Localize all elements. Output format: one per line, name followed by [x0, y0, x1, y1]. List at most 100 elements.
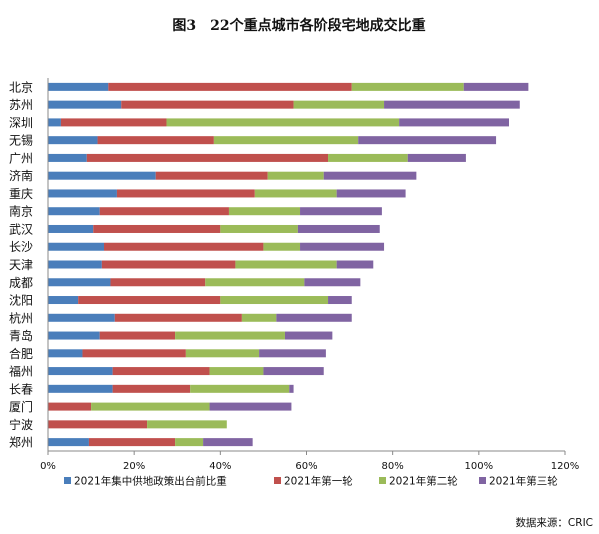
bar-segment-1-8: [48, 207, 100, 216]
bar-segment-4-17: [263, 367, 324, 376]
bar-segment-1-14: [48, 313, 115, 322]
bar-segment-3-5: [328, 153, 408, 162]
bar-segment-2-17: [112, 367, 210, 376]
category-label: 郑州: [9, 435, 33, 450]
bar-segment-2-16: [82, 349, 186, 358]
bar-segment-3-16: [185, 349, 260, 358]
bar-segment-1-15: [48, 331, 100, 340]
bar-segment-4-1: [463, 82, 529, 91]
bar-segment-1-10: [48, 242, 105, 251]
bar-segment-4-13: [328, 296, 352, 305]
legend-swatch: [274, 477, 281, 484]
bar-segment-1-12: [48, 278, 111, 287]
bar-segment-2-14: [114, 313, 242, 322]
category-label: 合肥: [9, 346, 33, 361]
bar-segment-2-1: [108, 82, 352, 91]
bar-segment-1-11: [48, 260, 102, 269]
bar-segment-3-4: [213, 136, 359, 145]
category-label: 苏州: [9, 98, 33, 112]
bars-layer: [48, 82, 529, 447]
bar-segment-3-1: [351, 82, 464, 91]
bar-segment-1-2: [48, 100, 122, 109]
bar-segment-4-5: [407, 153, 466, 162]
category-label: 福州: [9, 364, 33, 379]
bar-segment-4-10: [300, 242, 385, 251]
bar-segment-2-5: [86, 153, 329, 162]
bar-segment-1-5: [48, 153, 87, 162]
bar-segment-3-15: [175, 331, 285, 340]
bar-segment-2-18: [112, 384, 191, 393]
legend-swatch: [379, 477, 386, 484]
source-note: 数据来源：CRIC: [515, 516, 593, 529]
bar-segment-1-3: [48, 118, 61, 127]
x-tick-label: 0%: [40, 461, 56, 472]
bar-segment-2-9: [93, 224, 221, 233]
category-label: 长沙: [9, 240, 33, 254]
legend: 2021年集中供地政策出台前比重 2021年第一轮 2021年第二轮 2021年第三轮: [64, 475, 558, 488]
category-labels: 北京苏州深圳无锡广州济南重庆南京武汉长沙天津成都沈阳杭州青岛合肥福州长春厦门宁波…: [9, 80, 33, 449]
bar-segment-3-18: [190, 384, 290, 393]
bar-segment-2-6: [155, 171, 268, 180]
bar-segment-2-12: [110, 278, 206, 287]
bar-segment-4-6: [323, 171, 417, 180]
category-label: 北京: [9, 80, 33, 94]
bar-segment-4-9: [297, 224, 380, 233]
bar-segment-1-16: [48, 349, 83, 358]
bar-segment-3-21: [175, 438, 204, 447]
bar-segment-4-19: [209, 402, 292, 411]
legend-swatch: [64, 477, 71, 484]
category-label: 武汉: [9, 222, 33, 236]
bar-segment-4-7: [336, 189, 406, 198]
bar-segment-2-15: [99, 331, 176, 340]
x-tick-label: 40%: [209, 461, 231, 472]
x-tick-label: 120%: [551, 461, 580, 472]
bar-segment-3-7: [254, 189, 337, 198]
category-label: 济南: [9, 168, 33, 183]
bar-segment-1-4: [48, 136, 98, 145]
bar-segment-4-12: [304, 278, 361, 287]
bar-segment-2-13: [78, 296, 221, 305]
category-label: 青岛: [9, 328, 33, 343]
bar-segment-3-10: [263, 242, 301, 251]
chart-title: 图3 22个重点城市各阶段宅地成交比重: [172, 17, 425, 34]
bar-segment-1-1: [48, 82, 109, 91]
category-label: 杭州: [9, 310, 33, 325]
bar-segment-4-21: [203, 438, 253, 447]
bar-segment-4-3: [399, 118, 509, 127]
bar-segment-4-4: [358, 136, 497, 145]
legend-label: 2021年集中供地政策出台前比重: [74, 475, 227, 488]
bar-segment-3-9: [220, 224, 298, 233]
bar-segment-2-2: [121, 100, 294, 109]
bar-segment-3-3: [166, 118, 400, 127]
bar-segment-3-11: [235, 260, 337, 269]
category-label: 长春: [9, 382, 33, 396]
bar-segment-4-8: [300, 207, 382, 216]
category-label: 沈阳: [9, 293, 33, 308]
bar-segment-3-6: [267, 171, 324, 180]
bar-segment-1-17: [48, 367, 113, 376]
bar-segment-2-19: [48, 402, 92, 411]
bar-segment-2-3: [60, 118, 167, 127]
category-label: 南京: [9, 204, 33, 219]
bar-segment-1-6: [48, 171, 156, 180]
category-label: 天津: [9, 258, 33, 272]
category-label: 重庆: [9, 187, 33, 201]
bar-segment-1-9: [48, 224, 94, 233]
bar-segment-2-11: [101, 260, 236, 269]
bar-segment-4-18: [289, 384, 294, 393]
x-tick-label: 20%: [123, 461, 145, 472]
legend-label: 2021年第二轮: [389, 475, 458, 488]
x-tick-label: 60%: [295, 461, 317, 472]
legend-label: 2021年第一轮: [284, 475, 353, 488]
legend-swatch: [479, 477, 486, 484]
bar-segment-2-4: [97, 136, 214, 145]
bar-segment-4-15: [284, 331, 333, 340]
category-label: 宁波: [9, 417, 33, 432]
category-label: 无锡: [9, 133, 33, 148]
legend-label: 2021年第三轮: [489, 475, 558, 488]
bar-segment-2-8: [99, 207, 229, 216]
x-tick-label: 100%: [465, 461, 494, 472]
bar-segment-4-2: [384, 100, 520, 109]
bar-segment-4-11: [336, 260, 374, 269]
